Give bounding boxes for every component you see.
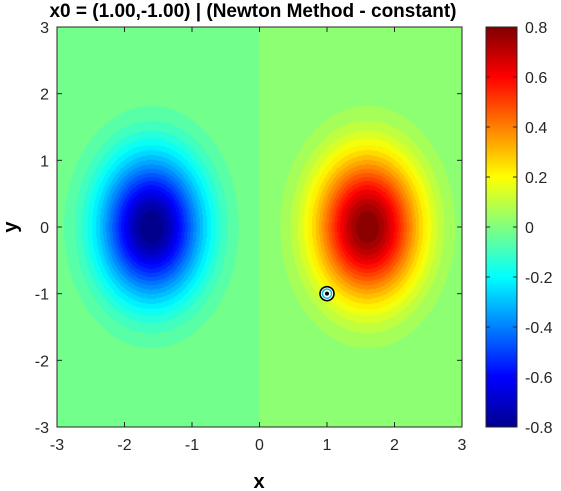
x-tick-label: -2 bbox=[117, 437, 131, 454]
colorbar-tick-label: -0.2 bbox=[525, 270, 553, 287]
x-axis-ticks: -3 -2 -1 0 1 2 3 bbox=[50, 27, 467, 454]
chart-title: x0 = (1.00,-1.00) | (Newton Method - con… bbox=[49, 1, 456, 22]
colorbar-tick-label: -0.8 bbox=[525, 420, 553, 437]
x-tick-label: 2 bbox=[390, 437, 399, 454]
colorbar-ticks: -0.8 -0.6 -0.4 -0.2 0 0.2 0.4 0.6 0.8 bbox=[486, 20, 553, 437]
colorbar-tick-label: -0.6 bbox=[525, 370, 553, 387]
x-tick-label: 1 bbox=[323, 437, 332, 454]
x-tick-label: 3 bbox=[458, 437, 467, 454]
x-axis-label: x bbox=[253, 471, 264, 491]
colorbar-tick-label: 0.6 bbox=[525, 70, 547, 87]
colorbar-tick-label: 0.4 bbox=[525, 120, 547, 137]
start-point-marker bbox=[319, 285, 335, 302]
colorbar-tick-label: -0.4 bbox=[525, 320, 553, 337]
colorbar: -0.8 -0.6 -0.4 -0.2 0 0.2 0.4 0.6 0.8 bbox=[485, 20, 553, 437]
colorbar-tick-label: 0 bbox=[525, 220, 534, 237]
colorbar-tick-label: 0.2 bbox=[525, 170, 547, 187]
y-axis-ticks: -3 -2 -1 0 1 2 3 bbox=[35, 20, 462, 437]
y-tick-label: -1 bbox=[35, 287, 49, 304]
colorbar-gradient bbox=[485, 26, 518, 428]
y-tick-label: -2 bbox=[35, 353, 49, 370]
colorbar-tick-label: 0.8 bbox=[525, 20, 547, 37]
y-tick-label: 0 bbox=[40, 220, 49, 237]
x-tick-label: -3 bbox=[50, 437, 64, 454]
plot-area bbox=[56, 26, 463, 428]
y-tick-label: 1 bbox=[40, 153, 49, 170]
y-axis-label: y bbox=[0, 221, 22, 233]
y-tick-label: -3 bbox=[35, 420, 49, 437]
x-tick-label: -1 bbox=[185, 437, 199, 454]
x-tick-label: 0 bbox=[255, 437, 264, 454]
heatmap-surface bbox=[57, 27, 462, 427]
y-tick-label: 2 bbox=[40, 87, 49, 104]
marker-center-dot bbox=[325, 291, 329, 296]
marker-mid-ring bbox=[321, 288, 333, 299]
y-tick-label: 3 bbox=[40, 20, 49, 37]
